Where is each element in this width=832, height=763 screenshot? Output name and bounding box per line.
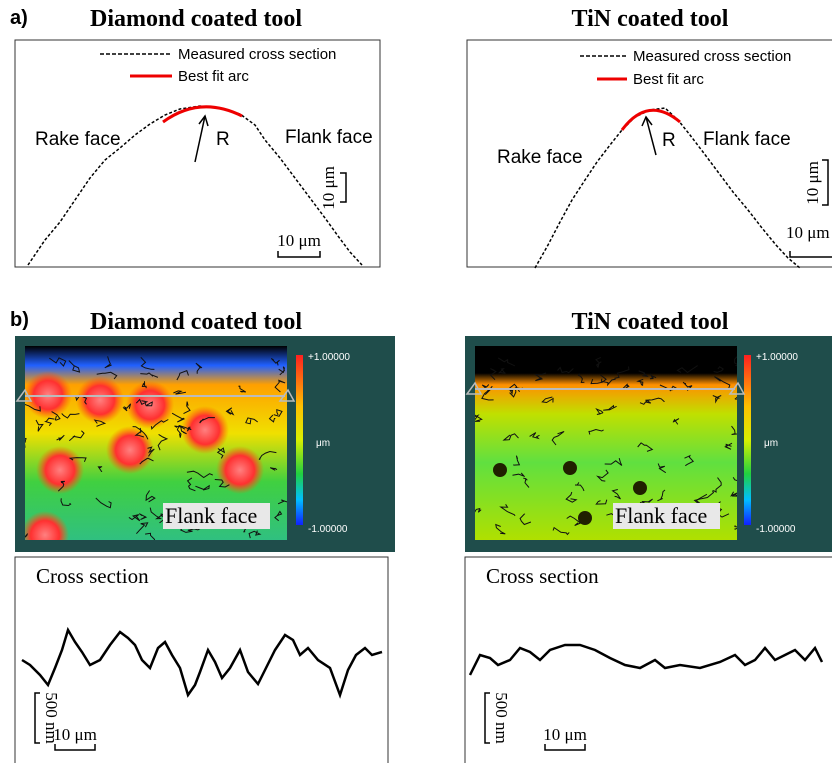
legend-text: Measured cross section [633,48,791,65]
surface-texture [76,376,124,424]
scale-label: 10 μm [786,223,830,242]
cross-section-profile [470,645,822,675]
surface-label: Flank face [165,503,257,528]
scale-label: 10 μm [277,231,321,250]
scale-bar [278,251,320,257]
colorbar-min: -1.00000 [308,524,348,535]
surface-texture [563,461,577,475]
scale-bar [790,251,832,257]
radius-label: R [662,130,676,151]
colorbar-unit: μm [764,438,778,449]
title: Diamond coated tool [90,6,302,32]
scale-label: 10 μm [543,725,587,744]
surface-texture [493,463,507,477]
title: TiN coated tool [572,6,729,32]
scale-bar [485,693,490,743]
scale-bar [35,693,40,743]
legend-text: Best fit arc [178,68,249,85]
flank-label: Flank face [703,129,791,150]
scale-label: 10 μm [53,725,97,744]
surface-texture [106,426,154,474]
panel-label: a) [10,7,28,29]
colorbar-min: -1.00000 [756,524,796,535]
colorbar-max: +1.00000 [756,352,798,363]
colorbar [296,355,303,525]
cross-section-profile [22,630,382,695]
panel-label: b) [10,309,29,331]
legend-text: Measured cross section [178,46,336,63]
scale-bar [545,744,585,750]
title: Diamond coated tool [90,309,302,335]
surface-texture [633,481,647,495]
scale-label: 10 μm [319,166,338,210]
figure: a) Diamond coated tool TiN coated tool M… [0,0,832,763]
legend-text: Best fit arc [633,71,704,88]
colorbar-max: +1.00000 [308,352,350,363]
colorbar [744,355,751,525]
scale-label: 500 nm [492,692,511,743]
rake-label: Rake face [497,147,583,168]
flank-label: Flank face [285,127,373,148]
scale-label: 10 μm [803,161,822,205]
profile-title: Cross section [36,564,149,588]
colorbar-unit: μm [316,438,330,449]
rake-label: Rake face [35,129,121,150]
scale-bar [340,173,346,202]
radius-label: R [216,129,230,150]
surface-texture [126,381,174,429]
surface-label: Flank face [615,503,707,528]
scale-bar [55,744,95,750]
surface-texture [36,446,84,494]
profile-title: Cross section [486,564,599,588]
scale-bar [822,160,828,205]
title: TiN coated tool [572,309,729,335]
